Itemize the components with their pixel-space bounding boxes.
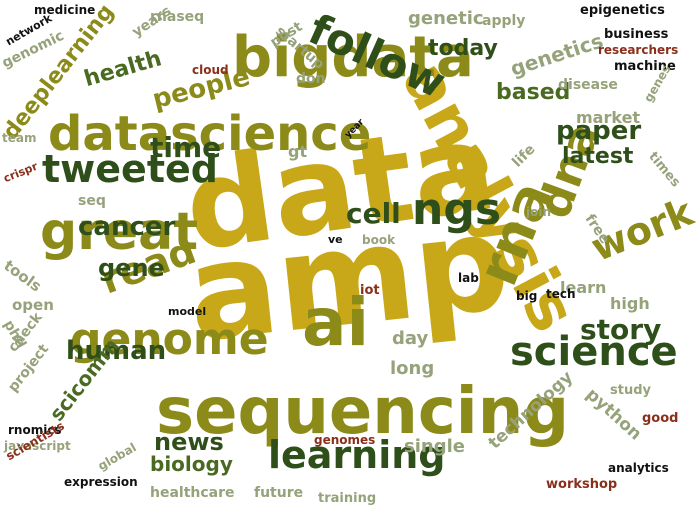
word-datascience: datascience bbox=[48, 106, 372, 162]
word-biology: biology bbox=[150, 452, 233, 476]
word-market: market bbox=[576, 108, 641, 127]
word-javascript: javascript bbox=[4, 439, 71, 453]
word-long: long bbox=[390, 358, 435, 379]
word-future: future bbox=[254, 485, 304, 501]
word-machine: machine bbox=[614, 59, 676, 74]
word-cloud: cloud bbox=[192, 63, 229, 77]
word-rnomics: rnomics bbox=[8, 423, 62, 437]
word-genetic: genetic bbox=[408, 8, 484, 29]
word-tweeted: tweeted bbox=[42, 147, 218, 191]
word-global: global bbox=[95, 440, 139, 474]
word-good: good bbox=[642, 411, 679, 426]
word-researchers: researchers bbox=[598, 43, 679, 57]
word-model: model bbox=[168, 305, 207, 318]
word-gt: gt bbox=[288, 142, 308, 161]
word-seq: seq bbox=[78, 193, 106, 209]
word-tools: tools bbox=[0, 256, 45, 296]
word-genomes: genomes bbox=[314, 433, 376, 447]
word-medicine: medicine bbox=[34, 3, 96, 17]
word-apply: apply bbox=[482, 13, 526, 29]
word-ai: ai bbox=[302, 284, 370, 361]
word-rnaseq: rnaseq bbox=[150, 9, 205, 25]
word-don: don bbox=[296, 71, 326, 87]
word-team: team bbox=[2, 131, 37, 145]
word-book: book bbox=[362, 233, 396, 247]
word-latest: latest bbox=[562, 144, 634, 169]
word-crispr: crispr bbox=[1, 159, 40, 186]
word-open: open bbox=[12, 296, 54, 314]
word-genome: genome bbox=[70, 314, 269, 365]
word-great: great bbox=[40, 202, 199, 262]
word-ve: ve bbox=[328, 233, 343, 246]
word-cell: cell bbox=[346, 197, 401, 230]
word-science: science bbox=[510, 329, 678, 375]
word-iot: iot bbox=[360, 283, 380, 298]
word-single: single bbox=[404, 436, 465, 457]
word-sequencing: sequencing bbox=[156, 375, 570, 449]
word-learning: learning bbox=[268, 433, 446, 477]
word-expression: expression bbox=[64, 475, 138, 489]
word-analytics: analytics bbox=[608, 461, 669, 475]
word-workshop: workshop bbox=[546, 477, 618, 492]
word-epigenetics: epigenetics bbox=[580, 3, 665, 18]
word-business: business bbox=[604, 27, 669, 42]
word-time: time bbox=[150, 131, 222, 164]
word-times: times bbox=[645, 149, 683, 191]
word-join: join bbox=[526, 205, 552, 219]
word-paper: paper bbox=[556, 116, 642, 146]
word-lab: lab bbox=[458, 271, 479, 285]
word-news: news bbox=[154, 428, 224, 456]
word-bigdata: bigdata bbox=[232, 25, 474, 90]
word-gene: gene bbox=[98, 254, 165, 282]
word-learn: learn bbox=[560, 278, 607, 297]
word-big: big bbox=[516, 289, 538, 303]
word-story: story bbox=[580, 313, 662, 346]
word-cancer: cancer bbox=[78, 212, 176, 242]
word-day: day bbox=[392, 328, 429, 349]
word-tech: tech bbox=[546, 287, 576, 301]
word-study: study bbox=[610, 383, 651, 398]
word-high: high bbox=[610, 294, 650, 313]
word-ngs: ngs bbox=[412, 184, 502, 235]
word-today: today bbox=[428, 36, 498, 61]
word-genetics: genetics bbox=[507, 28, 606, 81]
word-healthcare: healthcare bbox=[150, 485, 235, 501]
word-disease: disease bbox=[558, 77, 618, 93]
word-based: based bbox=[496, 80, 571, 105]
word-training: training bbox=[318, 491, 377, 506]
word-human: human bbox=[66, 336, 167, 366]
